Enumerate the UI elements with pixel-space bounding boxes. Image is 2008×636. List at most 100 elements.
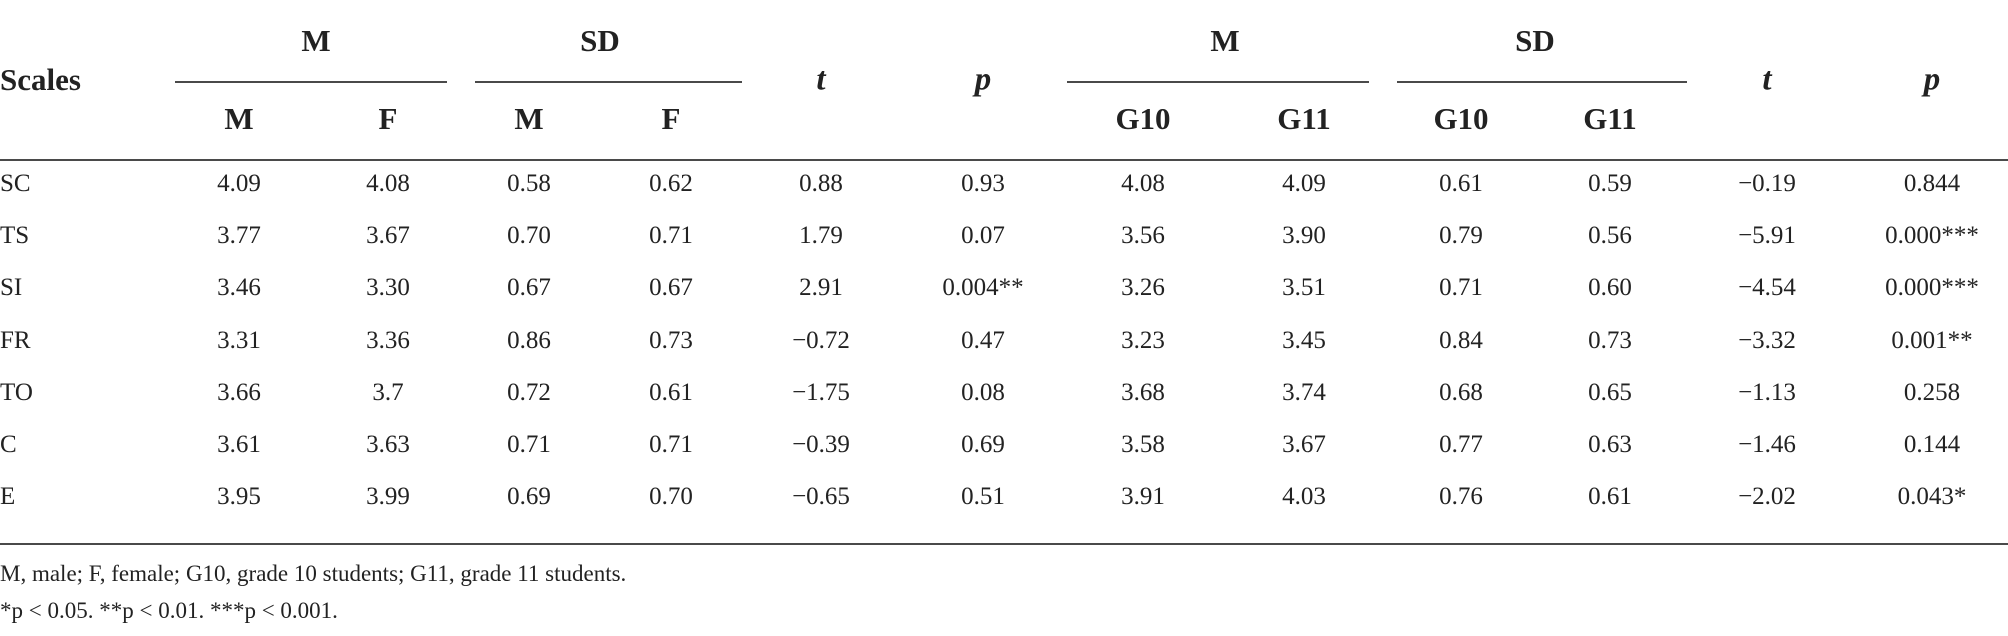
group-rule-sd-gender (475, 81, 742, 83)
table-cell: 0.71 (507, 431, 551, 458)
table-cell: −5.91 (1738, 222, 1796, 250)
table-cell: 3.99 (366, 483, 410, 511)
table-cell: 3.30 (366, 274, 410, 302)
table-cell: 0.51 (961, 483, 1005, 511)
table-cell: 0.88 (799, 170, 843, 197)
group-header-sd-grade: SD (1515, 23, 1555, 58)
table-cell: 0.258 (1903, 378, 1961, 406)
table-cell: 3.67 (366, 222, 410, 250)
table-cell: 0.000*** (1885, 222, 1979, 250)
sub-header-m-grade-g10: G10 (1115, 101, 1171, 136)
table-cell: 3.23 (1121, 326, 1165, 354)
table-cell: 3.56 (1121, 222, 1165, 250)
table-cell: 0.77 (1439, 431, 1483, 458)
table-cell: 0.73 (649, 326, 693, 354)
sub-header-m-gender-m: M (224, 101, 254, 136)
sub-header-sd-gender-f: F (661, 101, 681, 136)
table-cell: 4.09 (217, 170, 261, 197)
sub-header-sd-grade-g11: G11 (1583, 101, 1637, 136)
table-cell: 0.67 (649, 274, 693, 302)
footnote-significance: *p < 0.05. **p < 0.01. ***p < 0.001. (0, 598, 338, 623)
group-header-p-grade: p (1923, 61, 1941, 98)
table-cell: 0.61 (1588, 483, 1632, 511)
table-cell: 0.844 (1903, 170, 1961, 197)
row-label: SI (0, 274, 23, 302)
table-cell: 3.51 (1282, 274, 1326, 302)
group-header-t-gender: t (816, 61, 826, 98)
table-cell: 3.74 (1282, 378, 1326, 406)
table-cell: 0.60 (1588, 274, 1632, 302)
table-cell: 0.59 (1588, 170, 1632, 197)
row-label: C (0, 431, 17, 458)
table-cell: 3.46 (217, 274, 261, 302)
table-cell: −0.65 (792, 483, 850, 511)
table-cell: 0.08 (961, 378, 1005, 406)
table-cell: 0.70 (649, 483, 693, 511)
table-cell: 0.07 (961, 222, 1005, 250)
table-cell: 0.004** (942, 274, 1024, 302)
table-cell: 3.90 (1282, 222, 1326, 250)
table-cell: 4.08 (1121, 170, 1165, 197)
table-cell: −1.13 (1738, 378, 1796, 406)
table-cell: 0.61 (1439, 170, 1483, 197)
table-cell: 3.31 (217, 326, 261, 354)
row-label: TS (0, 222, 30, 250)
table-cell: −1.46 (1738, 431, 1796, 458)
table-cell: −0.72 (792, 326, 850, 354)
table-cell: 0.47 (961, 326, 1005, 354)
table-cell: 3.61 (217, 431, 261, 458)
group-rule-sd-grade (1397, 81, 1687, 83)
table-cell: 0.144 (1903, 431, 1961, 458)
table-cell: −0.39 (792, 431, 850, 458)
sub-header-sd-grade-g10: G10 (1433, 101, 1489, 136)
group-header-m-gender: M (301, 23, 331, 58)
row-label: SC (0, 170, 31, 197)
sub-header-m-grade-g11: G11 (1277, 101, 1331, 136)
table-cell: 3.68 (1121, 378, 1165, 406)
footnote-abbreviations: M, male; F, female; G10, grade 10 studen… (0, 561, 627, 586)
table-cell: 3.77 (217, 222, 261, 250)
table-cell: 0.58 (507, 170, 551, 197)
table-cell: 3.66 (217, 378, 261, 406)
table-cell: 0.84 (1439, 326, 1483, 354)
sub-header-m-gender-f: F (378, 101, 398, 136)
table-cell: 0.56 (1588, 222, 1632, 250)
row-label: FR (0, 326, 31, 354)
table-cell: 3.26 (1121, 274, 1165, 302)
table-cell: 0.76 (1439, 483, 1483, 511)
sub-header-sd-gender-m: M (514, 101, 544, 136)
table-cell: −1.75 (792, 378, 850, 406)
table-cell: 3.63 (366, 431, 410, 458)
group-header-m-grade: M (1210, 23, 1240, 58)
table-cell: 0.70 (507, 222, 551, 250)
table-cell: −2.02 (1738, 483, 1796, 511)
table-cell: 0.61 (649, 378, 693, 406)
table-cell: 3.36 (366, 326, 410, 354)
table-cell: 0.000*** (1885, 274, 1979, 302)
table-cell: 0.93 (961, 170, 1005, 197)
table-cell: 0.65 (1588, 378, 1632, 406)
group-rule-m-gender (175, 81, 447, 83)
table-cell: 3.67 (1282, 431, 1326, 458)
table-cell: −3.32 (1738, 326, 1796, 354)
table-cell: 4.03 (1282, 483, 1326, 511)
table-cell: 4.08 (366, 170, 410, 197)
table-cell: 0.62 (649, 170, 693, 197)
table-cell: 0.72 (507, 378, 551, 406)
group-header-sd-gender: SD (580, 23, 620, 58)
table-cell: 0.043* (1897, 483, 1967, 511)
table-cell: 4.09 (1282, 170, 1326, 197)
table-cell: 0.63 (1588, 431, 1632, 458)
table-cell: 0.71 (649, 222, 693, 250)
table-cell: 0.71 (649, 431, 693, 458)
table-cell: 0.79 (1439, 222, 1483, 250)
group-header-p-gender: p (974, 61, 992, 98)
table-cell: 0.67 (507, 274, 551, 302)
table-cell: 3.95 (217, 483, 261, 511)
group-header-t-grade: t (1762, 61, 1772, 98)
header-bottom-rule (0, 159, 2008, 161)
table-cell: 3.7 (372, 378, 404, 406)
table-cell: 0.69 (507, 483, 551, 511)
table-cell: 0.86 (507, 326, 551, 354)
